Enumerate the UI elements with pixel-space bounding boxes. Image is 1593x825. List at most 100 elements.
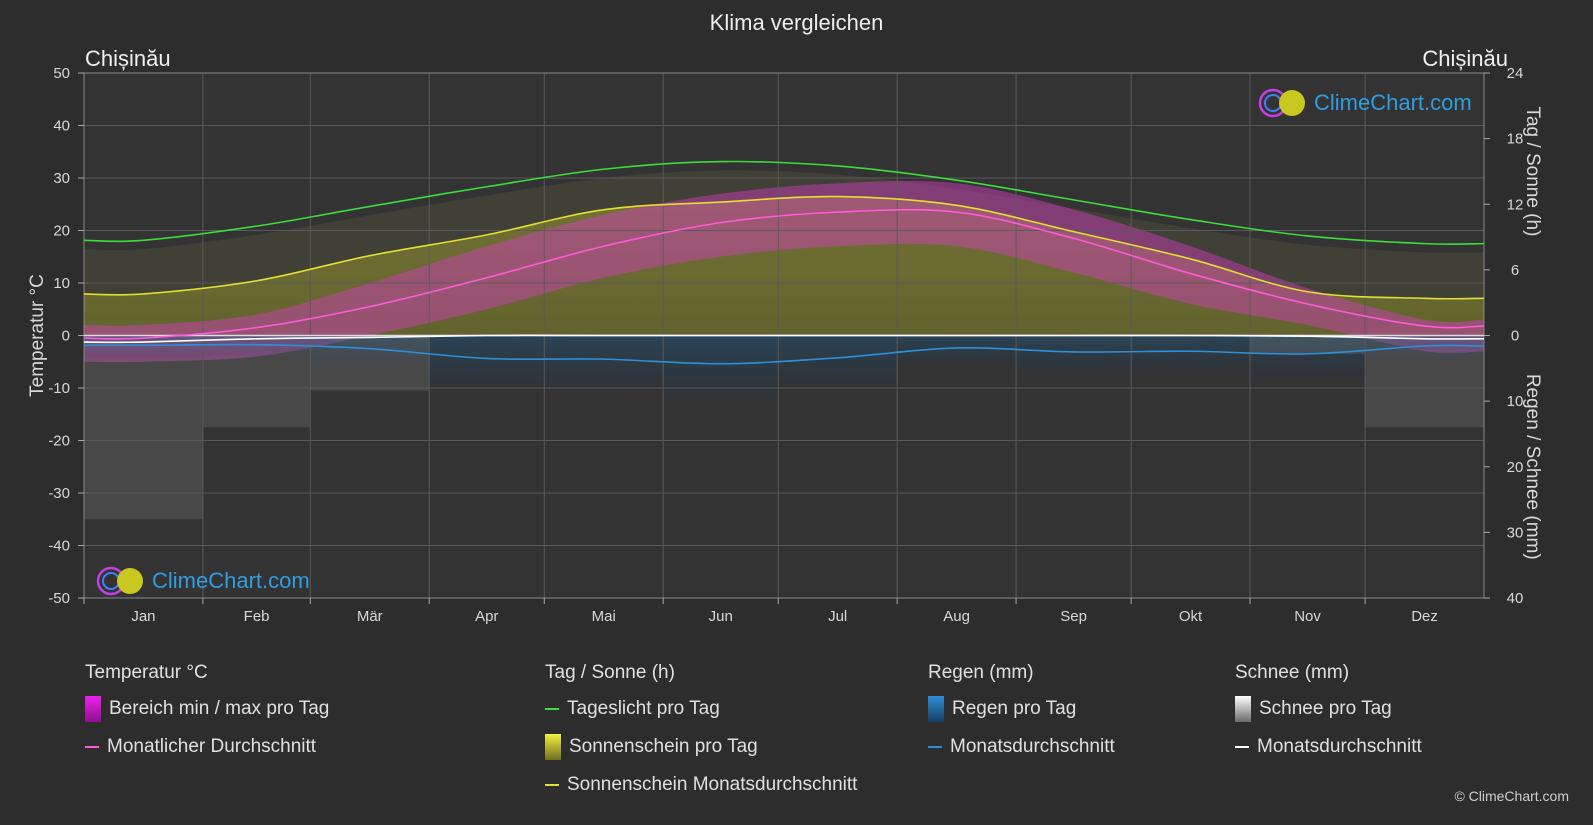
rain-avg-line	[83, 343, 1485, 365]
logo-text: ClimeChart.com	[1314, 90, 1472, 115]
x-tick-label: Feb	[244, 608, 270, 625]
y-left-tick-label: -50	[48, 590, 70, 607]
x-tick-label: Nov	[1294, 608, 1321, 625]
legend-label: Schnee pro Tag	[1259, 698, 1392, 719]
snow-bar	[202, 335, 311, 428]
y-right-hours-tick-label: 0	[1511, 328, 1519, 345]
y-right-hours-tick-label: 24	[1507, 65, 1524, 82]
city-label-left: Chișinău	[85, 46, 171, 71]
legend-snow: Schnee (mm) Schnee pro Tag Monatsdurchsc…	[1235, 662, 1422, 774]
x-tick-label: Apr	[475, 608, 498, 625]
legend-item-rain-avg: Monatsdurchschnitt	[928, 736, 1115, 758]
legend-label: Regen pro Tag	[952, 698, 1077, 719]
line-swatch-icon	[928, 746, 942, 748]
box-swatch-icon	[1235, 696, 1251, 722]
line-swatch-icon	[545, 708, 559, 710]
rain-bar	[1365, 335, 1484, 359]
sunshine-area	[84, 196, 1484, 336]
logo-icon	[96, 566, 143, 596]
legend-item-daylight: Tageslicht pro Tag	[545, 698, 857, 720]
logo-top-right[interactable]: ClimeChart.com	[1258, 88, 1472, 118]
line-swatch-icon	[85, 746, 99, 748]
y-right-mm-tick-label: 20	[1507, 459, 1524, 476]
legend-heading: Temperatur °C	[85, 662, 208, 683]
y-left-tick-label: 30	[53, 170, 70, 187]
logo-bottom-left[interactable]: ClimeChart.com	[96, 566, 310, 596]
legend-item-rain-daily: Regen pro Tag	[928, 696, 1115, 722]
rain-bar	[310, 335, 430, 365]
logo-text: ClimeChart.com	[152, 568, 310, 593]
temp-range-band	[84, 180, 1484, 363]
x-tick-label: Mär	[357, 608, 383, 625]
legend-heading: Schnee (mm)	[1235, 662, 1350, 683]
x-tick-label: Sep	[1060, 608, 1087, 625]
x-tick-label: Jun	[709, 608, 733, 625]
snow-avg-line	[83, 334, 1485, 344]
y-left-tick-label: 40	[53, 118, 70, 135]
legend-item-temp-avg: Monatlicher Durchschnitt	[85, 736, 329, 758]
chart-title: Klima vergleichen	[709, 10, 884, 35]
x-tick-label: Okt	[1179, 608, 1203, 625]
y-right-hours-tick-label: 18	[1507, 131, 1524, 148]
y-right-mm-axis-title: Regen / Schnee (mm)	[1522, 374, 1543, 560]
legend-label: Monatsdurchschnitt	[950, 736, 1115, 757]
legend-temperature: Temperatur °C Bereich min / max pro Tag …	[85, 662, 329, 774]
y-right-hours-tick-label: 6	[1511, 262, 1519, 279]
y-right-mm-tick-label: 10	[1507, 393, 1524, 410]
rain-bar	[1250, 335, 1366, 376]
y-left-tick-label: 10	[53, 275, 70, 292]
city-label-right: Chișinău	[1422, 46, 1508, 71]
legend-label: Bereich min / max pro Tag	[109, 698, 330, 719]
sunshine-avg-line	[83, 195, 1485, 300]
snow-bar	[310, 335, 430, 391]
y-left-tick-label: 50	[53, 65, 70, 82]
legend-label: Monatlicher Durchschnitt	[107, 736, 317, 757]
legend-item-snow-avg: Monatsdurchschnitt	[1235, 736, 1422, 758]
legend-sun: Tag / Sonne (h) Tageslicht pro Tag Sonne…	[545, 662, 857, 812]
legend-item-sunshine-daily: Sonnenschein pro Tag	[545, 734, 857, 760]
line-swatch-icon	[545, 784, 559, 786]
legend-heading: Tag / Sonne (h)	[545, 662, 675, 683]
y-right-mm-tick-label: 40	[1507, 590, 1524, 607]
y-left-tick-label: -20	[48, 433, 70, 450]
copyright-text: © ClimeChart.com	[1454, 788, 1569, 804]
daylight-area	[84, 170, 1484, 336]
x-tick-label: Mai	[592, 608, 616, 625]
legend-label: Sonnenschein Monatsdurchschnitt	[567, 774, 858, 795]
snow-bar	[84, 335, 203, 520]
y-left-tick-label: -40	[48, 538, 70, 555]
legend-label: Tageslicht pro Tag	[567, 698, 720, 719]
x-tick-label: Jul	[828, 608, 847, 625]
y-left-tick-label: -30	[48, 485, 70, 502]
rain-bar	[663, 335, 779, 398]
legend-label: Sonnenschein pro Tag	[569, 736, 758, 757]
line-swatch-icon	[1235, 746, 1249, 748]
rain-bar	[1016, 335, 1132, 372]
snow-bar	[1365, 335, 1484, 428]
legend-item-temp-range: Bereich min / max pro Tag	[85, 696, 330, 722]
y-left-tick-label: 0	[62, 328, 70, 345]
rain-bar	[202, 335, 311, 356]
y-left-axis-title: Temperatur °C	[27, 274, 48, 397]
y-right-hours-axis-title: Tag / Sonne (h)	[1522, 106, 1543, 236]
rain-bar	[429, 335, 545, 387]
daylight-line	[83, 160, 1485, 245]
legend-label: Monatsdurchschnitt	[1257, 736, 1422, 757]
x-tick-label: Dez	[1411, 608, 1438, 625]
y-left-tick-label: 20	[53, 223, 70, 240]
x-tick-label: Jan	[131, 608, 155, 625]
box-swatch-icon	[545, 734, 561, 760]
legend-heading: Regen (mm)	[928, 662, 1034, 683]
box-swatch-icon	[928, 696, 944, 722]
y-right-hours-tick-label: 12	[1507, 196, 1524, 213]
legend-rain: Regen (mm) Regen pro Tag Monatsdurchschn…	[928, 662, 1115, 774]
legend-item-snow-daily: Schnee pro Tag	[1235, 696, 1422, 722]
legend-item-sunshine-avg: Sonnenschein Monatsdurchschnitt	[545, 774, 857, 796]
range-swatch-icon	[85, 696, 101, 722]
y-left-tick-label: -10	[48, 380, 70, 397]
logo-icon	[1258, 88, 1305, 118]
temp-avg-line	[83, 208, 1485, 340]
y-right-mm-tick-label: 30	[1507, 524, 1524, 541]
snow-bar	[1250, 335, 1366, 354]
